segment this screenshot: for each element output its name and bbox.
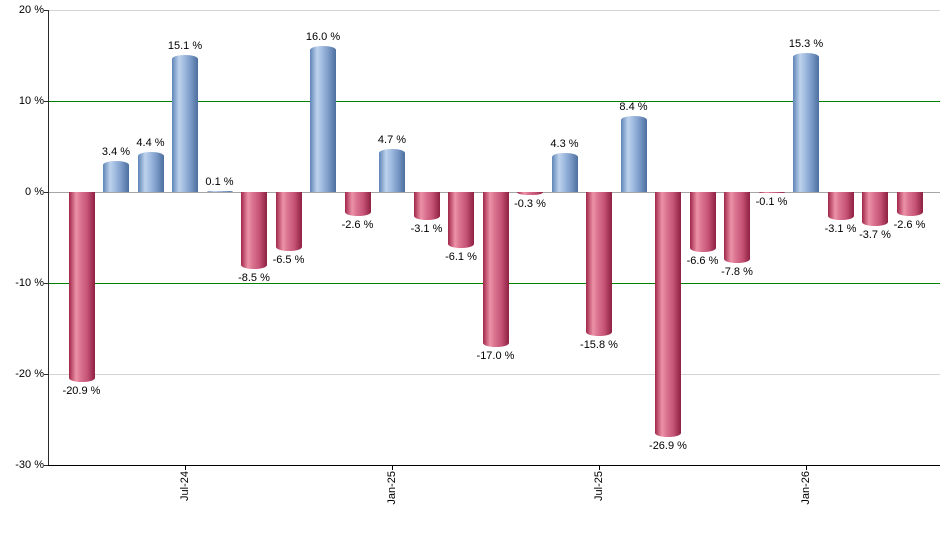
bar-Sep-25[interactable] xyxy=(655,192,681,437)
bar-value-label-Jan-26: 15.3 % xyxy=(788,37,824,50)
plot-area: -20.9 % 3.4 % 4.4 % 15.1 % 0.1 % -8.5 % -6.5 %… xyxy=(48,10,940,465)
bar-Nov-24[interactable] xyxy=(310,46,336,192)
bar-value-label-Mar-25: -6.1 % xyxy=(445,250,477,263)
y-axis-tick-10 xyxy=(44,101,48,102)
x-axis-tick-Jul-25 xyxy=(599,465,600,470)
x-axis-label-Jan-25: Jan-25 xyxy=(386,471,398,505)
bar-Jun-25[interactable] xyxy=(551,152,578,192)
bar-value-label-Mar-26: -3.7 % xyxy=(859,228,891,241)
bar-value-label-Apr-25: -17.0 % xyxy=(476,349,515,362)
bar-Sep-24[interactable] xyxy=(241,192,267,270)
x-axis-label-Jan-26: Jan-26 xyxy=(800,471,812,505)
x-axis-label-Jul-25: Jul-25 xyxy=(593,471,605,501)
bar-Apr-26[interactable] xyxy=(896,192,923,216)
y-axis-tick--30 xyxy=(44,465,48,466)
bar-value-label-Aug-24: 0.1 % xyxy=(205,176,234,188)
y-axis-tick--10 xyxy=(44,283,48,284)
bar-value-label-Jun-24: 4.4 % xyxy=(136,136,165,149)
gridline-gray-20 xyxy=(48,10,940,11)
y-axis-label--10: -10 % xyxy=(15,277,44,289)
bar-value-label-Jun-25: 4.3 % xyxy=(550,137,579,150)
y-axis-label-10: 10 % xyxy=(18,95,44,107)
x-axis-tick-Jan-26 xyxy=(806,465,807,470)
bar-value-label-May-25: -0.3 % xyxy=(514,197,546,210)
bar-May-24[interactable] xyxy=(103,161,129,192)
x-axis-tick-Jul-24 xyxy=(185,465,186,470)
bar-Apr-25[interactable] xyxy=(482,192,509,347)
bar-value-label-Sep-24: -8.5 % xyxy=(238,272,270,285)
bar-Jul-24[interactable] xyxy=(172,54,198,192)
bar-value-label-Oct-24: -6.5 % xyxy=(272,254,305,267)
bar-Mar-25[interactable] xyxy=(448,192,474,248)
bar-Feb-25[interactable] xyxy=(413,192,440,221)
bar-Mar-26[interactable] xyxy=(862,192,888,226)
bar-Oct-25[interactable] xyxy=(689,192,716,253)
y-axis-label--20: -20 % xyxy=(15,368,44,380)
bar-Jan-26[interactable] xyxy=(793,52,819,192)
gridline-gray--20 xyxy=(48,374,940,375)
y-axis-tick-20 xyxy=(44,10,48,11)
bar-value-label-Sep-25: -26.9 % xyxy=(649,439,687,452)
y-axis-label-0: 0 % xyxy=(25,186,44,198)
bar-Nov-25[interactable] xyxy=(724,192,750,263)
y-axis-tick-0 xyxy=(44,192,48,193)
bar-value-label-Dec-25: -0.1 % xyxy=(755,196,788,208)
bar-value-label-May-24: 3.4 % xyxy=(101,146,131,159)
bar-Oct-24[interactable] xyxy=(275,192,302,252)
bar-value-label-Apr-24: -20.9 % xyxy=(62,385,101,398)
bar-Feb-26[interactable] xyxy=(827,192,854,221)
bar-Dec-25[interactable] xyxy=(758,192,785,193)
bar-value-label-Jul-25: -15.8 % xyxy=(580,338,618,351)
bar-value-label-Jul-24: 15.1 % xyxy=(167,39,203,52)
x-axis-label-Jul-24: Jul-24 xyxy=(179,471,191,501)
y-axis-label--30: -30 % xyxy=(15,459,44,471)
gridline-green-10 xyxy=(48,101,940,102)
bar-value-label-Feb-25: -3.1 % xyxy=(410,223,443,236)
y-axis-line xyxy=(48,10,49,465)
bar-Jul-25[interactable] xyxy=(586,192,612,336)
bar-value-label-Nov-25: -7.8 % xyxy=(721,265,753,278)
bar-Apr-24[interactable] xyxy=(68,192,95,383)
bar-value-label-Jan-25: 4.7 % xyxy=(377,134,407,147)
x-axis-line xyxy=(48,465,940,466)
bar-Jan-25[interactable] xyxy=(379,149,405,192)
bar-value-label-Dec-24: -2.6 % xyxy=(341,218,374,231)
bar-value-label-Apr-26: -2.6 % xyxy=(893,218,926,231)
bar-value-label-Oct-25: -6.6 % xyxy=(686,255,719,268)
y-axis-tick--20 xyxy=(44,374,48,375)
bar-Jun-24[interactable] xyxy=(137,151,164,192)
bar-value-label-Nov-24: 16.0 % xyxy=(305,31,341,44)
bar-value-label-Feb-26: -3.1 % xyxy=(824,223,857,236)
bar-value-label-Aug-25: 8.4 % xyxy=(619,100,648,113)
y-axis-label-20: 20 % xyxy=(18,4,44,16)
bar-May-25[interactable] xyxy=(517,192,543,195)
bar-Aug-25[interactable] xyxy=(620,115,647,192)
bar-Dec-24[interactable] xyxy=(344,192,371,216)
x-axis-tick-Jan-25 xyxy=(392,465,393,470)
bar-Aug-24[interactable] xyxy=(206,191,233,192)
